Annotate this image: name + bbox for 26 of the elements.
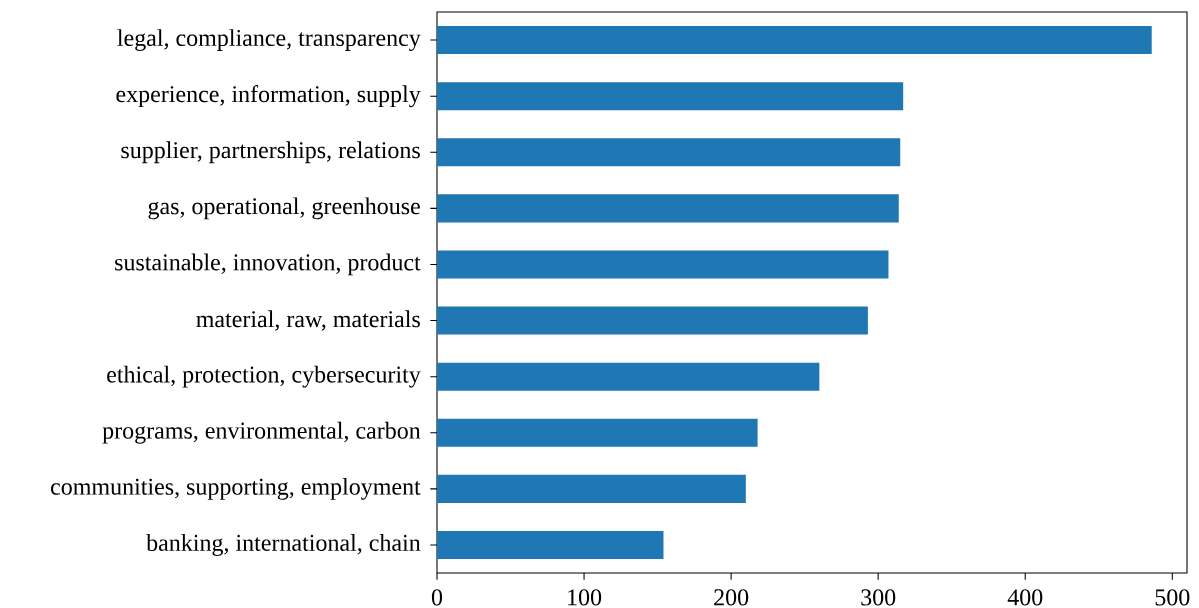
bar bbox=[437, 530, 664, 559]
x-tick-label: 400 bbox=[1007, 589, 1043, 606]
y-tick-label: legal, compliance, transparency bbox=[117, 29, 421, 51]
x-tick-label: 500 bbox=[1155, 589, 1190, 606]
bar bbox=[437, 306, 868, 335]
x-tick-label: 200 bbox=[714, 589, 749, 606]
bar bbox=[437, 82, 904, 111]
bar bbox=[437, 362, 820, 391]
y-tick-label: banking, international, chain bbox=[146, 534, 421, 556]
y-tick-label: ethical, protection, cybersecurity bbox=[107, 365, 421, 388]
x-tick-label: 100 bbox=[568, 589, 602, 606]
y-tick-label: material, raw, materials bbox=[196, 310, 420, 331]
x-tick-label: 300 bbox=[861, 589, 896, 606]
y-tick-label: sustainable, innovation, product bbox=[115, 253, 421, 276]
bar bbox=[437, 250, 889, 279]
bar bbox=[437, 418, 758, 447]
y-tick-label: gas, operational, greenhouse bbox=[148, 197, 420, 220]
x-tick-label: 0 bbox=[431, 589, 443, 606]
bar bbox=[437, 26, 1152, 55]
y-tick-label: experience, information, supply bbox=[116, 85, 421, 108]
y-tick-label: communities, supporting, employment bbox=[51, 477, 421, 500]
bar bbox=[437, 474, 746, 503]
y-tick-label: programs, environmental, carbon bbox=[102, 421, 421, 444]
bar bbox=[437, 138, 901, 167]
bar bbox=[437, 194, 899, 223]
y-tick-label: supplier, partnerships, relations bbox=[121, 141, 420, 164]
